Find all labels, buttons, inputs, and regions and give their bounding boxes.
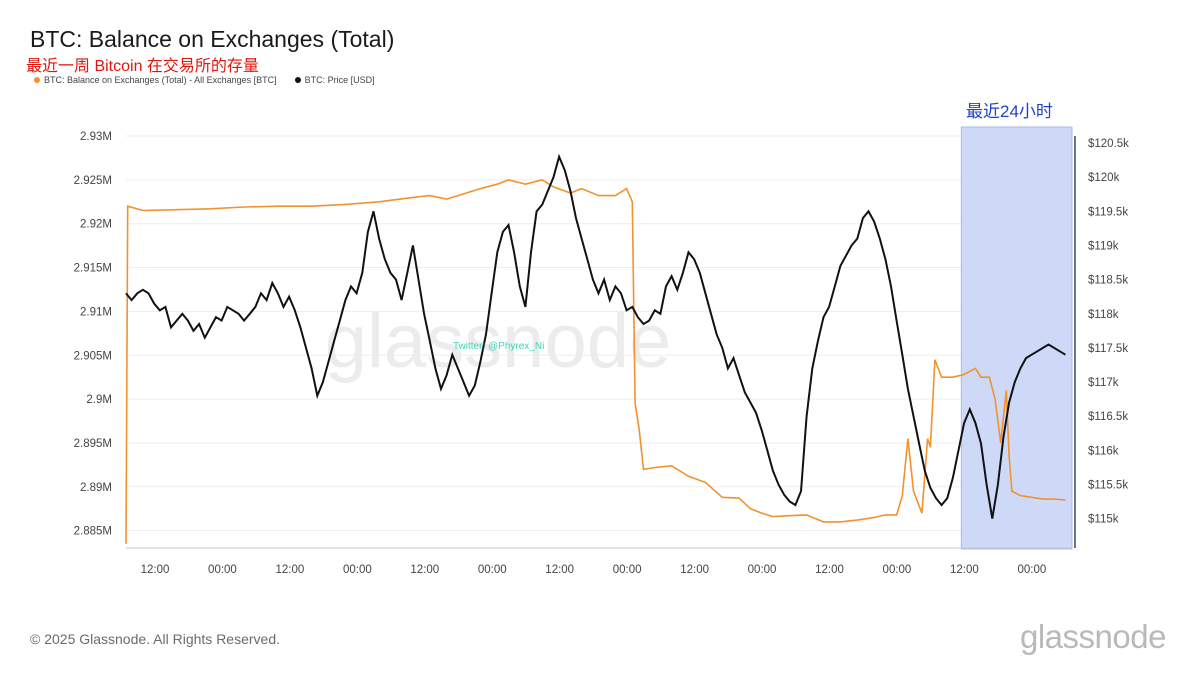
highlight-label: 最近24小时 (966, 102, 1053, 121)
legend-label-balance: BTC: Balance on Exchanges (Total) - All … (44, 75, 277, 85)
left-tick-label: 2.91M (80, 306, 112, 318)
legend-item-balance[interactable]: BTC: Balance on Exchanges (Total) - All … (34, 75, 277, 85)
chart-title: BTC: Balance on Exchanges (Total) (30, 26, 395, 52)
right-tick-label: $119.5k (1088, 206, 1128, 218)
series-line-balance (125, 179, 1066, 544)
right-tick-label: $118k (1088, 309, 1119, 321)
x-tick-label: 12:00 (950, 564, 979, 576)
x-tick-label: 00:00 (748, 564, 777, 576)
twitter-handle: Twitter: @Phyrex_Ni (453, 341, 544, 352)
right-tick-label: $115k (1088, 514, 1119, 526)
highlight-band (960, 126, 1073, 550)
left-tick-label: 2.92M (80, 219, 112, 231)
legend-dot-balance (34, 77, 40, 83)
left-tick-label: 2.885M (74, 526, 112, 538)
x-tick-label: 00:00 (343, 564, 372, 576)
left-tick-label: 2.89M (80, 482, 112, 494)
legend-item-price[interactable]: BTC: Price [USD] (294, 75, 375, 85)
x-tick-label: 12:00 (545, 564, 574, 576)
right-tick-label: $116k (1088, 445, 1119, 457)
right-tick-label: $115.5k (1088, 480, 1128, 492)
right-tick-label: $117k (1088, 377, 1119, 389)
x-tick-label: 12:00 (276, 564, 305, 576)
legend-dot-price (294, 77, 301, 83)
right-tick-label: $117.5k (1088, 343, 1128, 355)
x-tick-label: 00:00 (1017, 564, 1046, 576)
x-tick-label: 12:00 (141, 564, 170, 576)
x-tick-label: 00:00 (883, 564, 912, 576)
left-tick-label: 2.925M (74, 175, 112, 187)
x-tick-label: 12:00 (680, 564, 709, 576)
x-tick-label: 00:00 (478, 564, 507, 576)
right-axis-ticks: $120.5k $120k $119.5k $119k $118.5k $118k $117… (1088, 138, 1129, 526)
watermark: glassnode (325, 299, 672, 384)
x-axis-ticks: 12:00 00:00 12:00 00:00 12:00 00:00 12:00 00:00… (141, 564, 1047, 576)
left-tick-label: 2.905M (74, 350, 112, 362)
chart-annotation: 最近一周 Bitcoin 在交易所的存量 (26, 58, 259, 75)
axes (126, 136, 1076, 549)
brand-logo: glassnode (1020, 618, 1166, 655)
x-tick-label: 12:00 (410, 564, 439, 576)
right-tick-label: $120k (1088, 172, 1120, 184)
left-tick-label: 2.93M (80, 131, 112, 143)
left-tick-label: 2.915M (74, 263, 112, 275)
left-tick-label: 2.895M (74, 438, 112, 450)
x-tick-label: 00:00 (208, 564, 237, 576)
copyright: © 2025 Glassnode. All Rights Reserved. (30, 631, 281, 647)
legend-label-price: BTC: Price [USD] (304, 75, 375, 85)
series-line-price (125, 153, 1066, 519)
x-tick-label: 00:00 (613, 564, 642, 576)
legend: BTC: Balance on Exchanges (Total) - All … (34, 75, 393, 85)
right-tick-label: $120.5k (1088, 138, 1129, 150)
right-tick-label: $116.5k (1088, 411, 1128, 423)
right-tick-label: $118.5k (1088, 275, 1128, 287)
x-tick-label: 12:00 (815, 564, 844, 576)
left-tick-label: 2.9M (86, 394, 112, 406)
left-axis-ticks: 2.93M 2.925M 2.92M 2.915M 2.91M 2.905M 2.9M 2.8… (74, 131, 112, 538)
right-tick-label: $119k (1088, 240, 1119, 252)
